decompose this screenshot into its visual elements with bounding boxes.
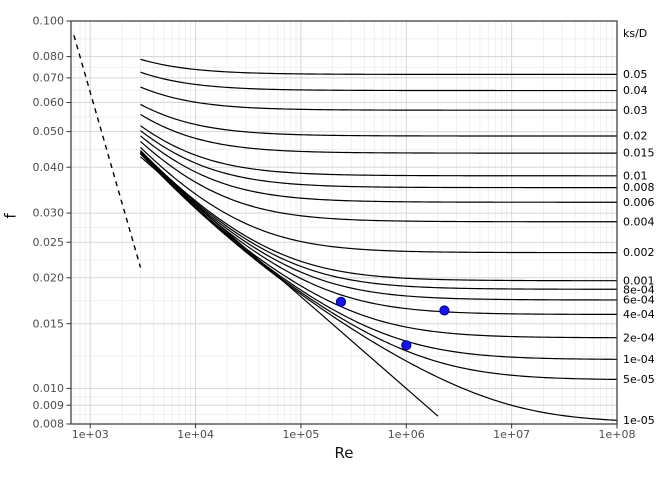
colebrook-curve bbox=[140, 150, 617, 290]
laminar-line bbox=[73, 35, 142, 268]
curve-label: 0.01 bbox=[623, 169, 648, 182]
curve-label: 1e-05 bbox=[623, 414, 655, 427]
y-tick-label: 0.100 bbox=[33, 15, 65, 28]
colebrook-curve bbox=[140, 113, 617, 154]
data-point bbox=[335, 296, 347, 307]
y-tick-label: 0.060 bbox=[33, 96, 65, 109]
y-tick-label: 0.025 bbox=[33, 236, 65, 249]
colebrook-curve bbox=[140, 125, 617, 177]
curve-label: 0.002 bbox=[623, 246, 655, 259]
curve-label: 5e-05 bbox=[623, 373, 655, 386]
y-tick-label: 0.030 bbox=[33, 207, 65, 220]
panel-border bbox=[70, 20, 618, 425]
colebrook-curve bbox=[140, 135, 617, 203]
y-tick-label: 0.070 bbox=[33, 72, 65, 85]
curve-label: 6e-04 bbox=[623, 294, 655, 307]
curve-label: 0.04 bbox=[623, 84, 648, 97]
colebrook-curve bbox=[140, 153, 618, 421]
data-point bbox=[401, 340, 412, 351]
y-tick-label: 0.009 bbox=[33, 399, 65, 412]
x-tick-label: 1e+05 bbox=[282, 428, 319, 441]
y-tick-label: 0.020 bbox=[33, 271, 65, 284]
curve-label: 4e-04 bbox=[623, 308, 655, 321]
curve-label: 0.02 bbox=[623, 130, 648, 143]
curve-label: 0.006 bbox=[623, 196, 655, 209]
y-tick-label: 0.080 bbox=[33, 50, 65, 63]
colebrook-curve bbox=[140, 153, 618, 360]
colebrook-curve bbox=[140, 152, 618, 339]
colebrook-curve bbox=[140, 103, 617, 137]
y-tick-label: 0.015 bbox=[33, 317, 65, 330]
right-axis-header: ks/D bbox=[623, 27, 648, 40]
y-tick-label: 0.050 bbox=[33, 125, 65, 138]
curve-label: 0.008 bbox=[623, 181, 655, 194]
colebrook-curve bbox=[140, 71, 617, 92]
curve-label: 8e-04 bbox=[623, 284, 655, 297]
colebrook-curve bbox=[140, 141, 617, 223]
curve-label: 0.03 bbox=[623, 104, 648, 117]
curve-label: 0.004 bbox=[623, 215, 655, 228]
y-tick-label: 0.010 bbox=[33, 382, 65, 395]
x-tick-label: 1e+03 bbox=[72, 428, 109, 441]
curve-label: 1e-04 bbox=[623, 353, 655, 366]
data-point bbox=[439, 305, 450, 316]
curve-label: 0.001 bbox=[623, 274, 655, 287]
y-tick-label: 0.040 bbox=[33, 161, 65, 174]
y-axis-title: f bbox=[1, 213, 20, 219]
smooth-turbulent-line bbox=[140, 156, 439, 417]
curve-label: 0.05 bbox=[623, 68, 648, 81]
colebrook-curve bbox=[140, 150, 617, 282]
colebrook-curve bbox=[140, 151, 617, 301]
x-tick-label: 1e+08 bbox=[599, 428, 636, 441]
x-tick-label: 1e+04 bbox=[177, 428, 214, 441]
colebrook-curve bbox=[140, 152, 617, 316]
x-axis-title: Re bbox=[334, 444, 354, 462]
colebrook-curve bbox=[140, 58, 617, 76]
curve-label: 0.015 bbox=[623, 147, 655, 160]
colebrook-curve bbox=[140, 130, 617, 189]
x-tick-label: 1e+07 bbox=[493, 428, 530, 441]
x-tick-label: 1e+06 bbox=[388, 428, 425, 441]
colebrook-curve bbox=[140, 146, 617, 254]
curve-label: 2e-04 bbox=[623, 331, 655, 344]
y-tick-label: 0.008 bbox=[33, 418, 65, 431]
colebrook-curve bbox=[140, 86, 617, 111]
